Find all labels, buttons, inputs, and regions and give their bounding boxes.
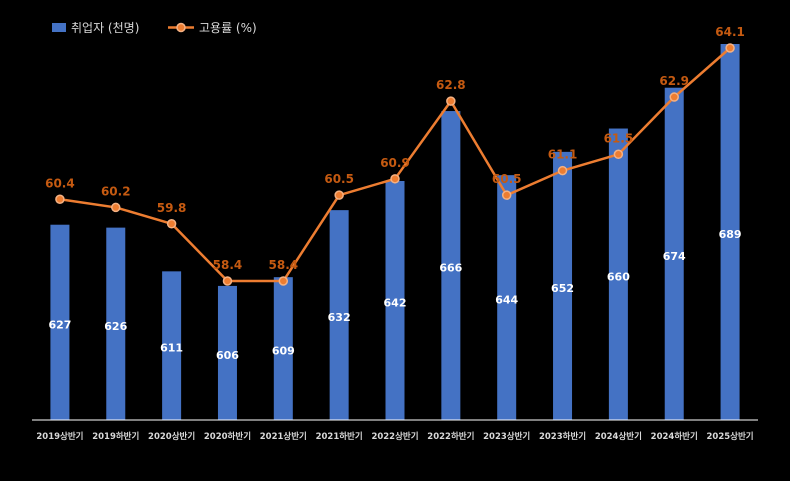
bar-value-label: 674 (663, 250, 686, 263)
x-tick-label: 2019상반기 (36, 431, 83, 442)
bar-value-label: 642 (384, 296, 407, 309)
rate-point-2024상반기[interactable] (613, 149, 624, 160)
rate-point-2020하반기[interactable] (222, 276, 233, 286)
x-tick-label: 2019하반기 (92, 431, 139, 442)
bar-2019상반기[interactable] (50, 224, 70, 420)
x-tick-label: 2021하반기 (316, 431, 363, 442)
rate-point-2024하반기[interactable] (669, 92, 679, 102)
rate-value-label: 60.5 (324, 172, 354, 186)
rate-value-label: 59.8 (157, 201, 187, 215)
bar-value-label: 666 (439, 262, 462, 275)
x-tick-label: 2023하반기 (539, 431, 586, 442)
legend: 취업자 (천명) 고용률 (%) (52, 20, 257, 35)
legend-item-bar[interactable]: 취업자 (천명) (52, 20, 139, 35)
rate-value-label: 62.8 (436, 78, 466, 92)
rate-value-label: 58.4 (269, 258, 299, 272)
rate-point-2025상반기[interactable] (725, 43, 735, 53)
bar-2024상반기[interactable] (608, 128, 628, 420)
bar-2024하반기[interactable] (664, 87, 684, 420)
bar-2020하반기[interactable] (217, 285, 237, 420)
x-tick-label: 2022상반기 (371, 431, 418, 442)
bar-2020상반기[interactable] (162, 271, 182, 420)
bar-2021하반기[interactable] (329, 210, 349, 420)
bar-value-label: 611 (160, 342, 183, 355)
rate-value-label: 60.4 (45, 176, 75, 190)
x-tick-label: 2023상반기 (483, 431, 530, 442)
rate-value-label: 60.5 (492, 172, 522, 186)
bar-2021상반기[interactable] (273, 277, 293, 420)
bar-value-label: 660 (607, 270, 630, 283)
legend-item-line[interactable]: 고용률 (%) (168, 21, 257, 35)
bar-value-label: 609 (272, 345, 295, 358)
bar-value-label: 606 (216, 349, 239, 362)
rate-value-label: 58.4 (213, 258, 243, 272)
bar-value-label: 626 (104, 320, 127, 333)
rate-point-2019하반기[interactable] (111, 202, 121, 213)
rate-point-2023상반기[interactable] (501, 190, 512, 200)
x-tick-label: 2025상반기 (707, 431, 754, 442)
rate-point-2020상반기[interactable] (166, 219, 177, 229)
x-tick-label: 2020하반기 (204, 431, 251, 442)
bar-value-label: 632 (328, 311, 351, 324)
legend-line-label: 고용률 (%) (199, 21, 257, 35)
rate-value-label: 61.5 (604, 131, 634, 145)
bar-2022하반기[interactable] (441, 111, 461, 420)
legend-bar-label: 취업자 (천명) (71, 20, 139, 35)
legend-line-marker (176, 22, 186, 33)
rate-value-label: 62.9 (659, 74, 689, 88)
rate-value-label: 61.1 (548, 148, 578, 162)
rate-value-label: 64.1 (715, 25, 745, 39)
bar-value-label: 689 (719, 228, 742, 241)
bar-2023상반기[interactable] (497, 175, 517, 420)
bar-2022상반기[interactable] (385, 180, 405, 420)
bar-value-label: 627 (48, 318, 71, 331)
bar-2019하반기[interactable] (106, 227, 126, 420)
x-axis-tick-labels: 2019상반기 2019하반기 2020상반기 2020하반기 2021상반기 2021하… (36, 431, 753, 442)
bar-2023하반기[interactable] (553, 151, 573, 420)
bars (50, 44, 740, 420)
x-tick-label: 2024하반기 (651, 431, 698, 442)
bar-value-label: 644 (495, 294, 518, 307)
employment-rate-line (55, 43, 735, 286)
rate-point-2023하반기[interactable] (557, 165, 568, 176)
data-labels: 627 626 611 606 609 632 642 666 644 652 660 674 689 6… (45, 25, 745, 362)
rate-point-2022하반기[interactable] (446, 96, 456, 106)
bar-2025상반기[interactable] (720, 44, 740, 420)
x-tick-label: 2021상반기 (260, 431, 307, 442)
x-tick-label: 2022하반기 (427, 431, 474, 442)
rate-point-2021상반기[interactable] (278, 276, 289, 286)
rate-point-2019상반기[interactable] (55, 194, 65, 205)
bar-value-label: 652 (551, 282, 574, 295)
rate-point-2021하반기[interactable] (334, 190, 344, 200)
legend-bar-swatch (52, 23, 66, 32)
rate-value-label: 60.2 (101, 184, 131, 198)
rate-point-2022상반기[interactable] (390, 174, 400, 184)
x-tick-label: 2024상반기 (595, 431, 642, 442)
rate-value-label: 60.9 (380, 156, 410, 170)
x-tick-label: 2020상반기 (148, 431, 195, 442)
